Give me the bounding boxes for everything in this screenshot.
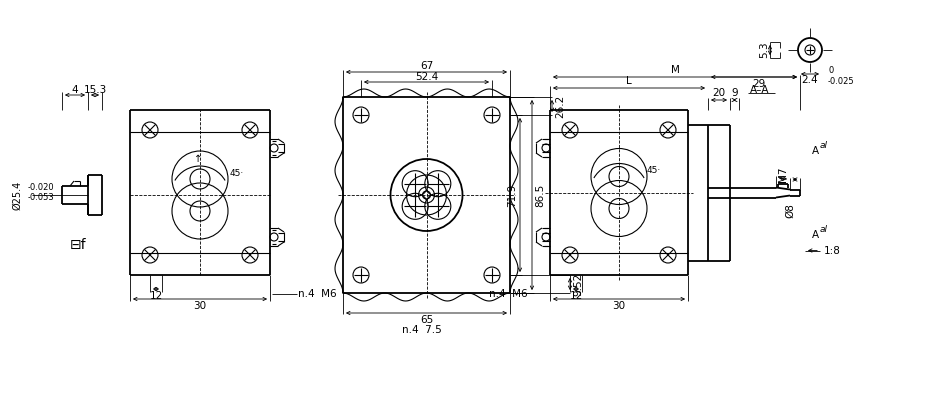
Text: 26.2: 26.2 xyxy=(555,94,565,117)
Text: ⊟f: ⊟f xyxy=(70,238,86,252)
Text: A: A xyxy=(812,145,819,156)
Text: 5.3: 5.3 xyxy=(759,42,769,58)
Text: 2.4: 2.4 xyxy=(802,75,818,85)
Text: 12: 12 xyxy=(150,291,163,301)
Text: 20: 20 xyxy=(712,88,725,98)
Text: 9.52: 9.52 xyxy=(573,273,583,296)
Text: L: L xyxy=(626,76,631,86)
Text: 9: 9 xyxy=(732,88,738,98)
Text: 45·: 45· xyxy=(230,168,245,177)
Text: 52.4: 52.4 xyxy=(415,72,438,82)
Text: 71.9: 71.9 xyxy=(507,183,517,207)
Text: 30: 30 xyxy=(613,301,626,311)
Text: 65: 65 xyxy=(419,315,433,325)
Text: Ø25.4: Ø25.4 xyxy=(12,180,22,210)
Text: 67: 67 xyxy=(419,61,433,71)
Text: 12: 12 xyxy=(569,291,582,301)
Text: al: al xyxy=(820,141,828,151)
Text: 15.3: 15.3 xyxy=(84,85,107,95)
Text: A–A: A–A xyxy=(751,85,770,95)
Text: M7: M7 xyxy=(778,167,788,182)
Text: 30: 30 xyxy=(193,301,206,311)
Text: al: al xyxy=(820,226,828,234)
Text: -0.053: -0.053 xyxy=(28,192,55,202)
Text: A: A xyxy=(812,230,819,239)
Text: M: M xyxy=(671,65,680,75)
Text: n.4  M6: n.4 M6 xyxy=(298,289,337,299)
Text: 0
-0.025: 0 -0.025 xyxy=(828,66,855,86)
Text: ↑: ↑ xyxy=(194,154,202,164)
Text: 1:8: 1:8 xyxy=(824,245,841,256)
Text: -0.020: -0.020 xyxy=(28,183,55,192)
Text: n.4  M6: n.4 M6 xyxy=(488,289,527,299)
Text: 29: 29 xyxy=(752,79,765,89)
Text: n.4  7.5: n.4 7.5 xyxy=(402,325,442,335)
Text: 86.5: 86.5 xyxy=(535,183,545,207)
Text: 45·: 45· xyxy=(647,166,661,175)
Text: Ø8: Ø8 xyxy=(785,203,795,218)
Text: 4: 4 xyxy=(72,85,78,95)
